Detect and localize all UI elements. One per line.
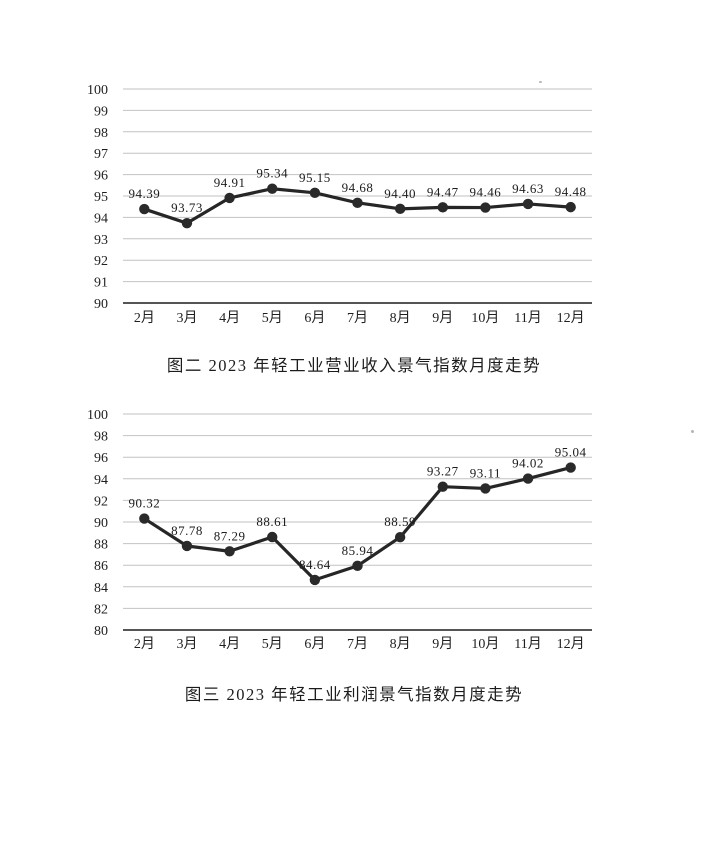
y-axis-tick-label: 92 xyxy=(94,254,108,269)
data-point-label: 94.68 xyxy=(342,180,374,195)
data-point-label: 94.46 xyxy=(470,185,502,200)
x-axis-tick-label: 5月 xyxy=(262,636,283,652)
x-axis-tick-label: 7月 xyxy=(347,636,368,652)
data-point-label: 85.94 xyxy=(342,543,374,558)
data-point-label: 95.04 xyxy=(555,445,587,460)
y-axis-tick-label: 90 xyxy=(94,516,108,531)
x-axis-tick-label: 6月 xyxy=(304,310,325,326)
data-point-label: 88.59 xyxy=(384,514,416,529)
y-axis-tick-label: 98 xyxy=(94,126,108,141)
data-point-marker xyxy=(309,187,321,198)
data-point-marker xyxy=(394,203,406,215)
data-point-marker xyxy=(139,203,150,215)
y-axis-tick-label: 86 xyxy=(94,559,108,574)
data-point-marker xyxy=(394,532,406,543)
x-axis-tick-label: 11月 xyxy=(514,636,541,652)
x-axis-tick-label: 6月 xyxy=(304,636,325,652)
y-axis-tick-label: 92 xyxy=(94,494,108,509)
data-point-label: 90.32 xyxy=(128,496,160,511)
data-point-label: 88.61 xyxy=(256,514,288,529)
data-point-label: 94.48 xyxy=(555,184,587,199)
x-axis-tick-label: 10月 xyxy=(471,636,499,652)
y-axis-tick-label: 99 xyxy=(94,104,108,119)
y-axis-tick-label: 95 xyxy=(94,190,108,205)
data-point-label: 93.27 xyxy=(427,464,459,479)
data-point-marker xyxy=(181,540,193,552)
x-axis-tick-label: 3月 xyxy=(176,636,197,652)
y-axis-tick-label: 80 xyxy=(94,624,108,639)
data-point-marker xyxy=(480,483,491,494)
y-axis-tick-label: 98 xyxy=(94,430,108,445)
figure-caption-profit: 图三 2023 年轻工业利润景气指数月度走势 xyxy=(184,685,524,704)
data-point-label: 93.73 xyxy=(171,200,203,215)
data-point-label: 87.29 xyxy=(214,528,246,543)
data-point-marker xyxy=(267,183,278,194)
data-point-label: 94.40 xyxy=(384,186,416,201)
x-axis-tick-label: 2月 xyxy=(134,636,155,652)
data-point-label: 94.63 xyxy=(512,181,544,196)
y-axis-tick-label: 82 xyxy=(94,602,108,617)
figure-caption-revenue: 图二 2023 年轻工业营业收入景气指数月度走势 xyxy=(166,356,542,375)
x-axis-tick-label: 9月 xyxy=(432,310,453,326)
data-point-label: 94.39 xyxy=(128,186,160,201)
y-axis-tick-label: 90 xyxy=(94,297,108,312)
y-axis-tick-label: 93 xyxy=(94,233,108,248)
data-point-label: 94.47 xyxy=(427,184,459,199)
data-point-marker xyxy=(224,192,235,204)
x-axis-tick-label: 4月 xyxy=(219,636,240,652)
x-axis-tick-label: 12月 xyxy=(557,636,585,652)
data-point-label: 87.78 xyxy=(171,523,203,538)
data-point-marker xyxy=(480,202,491,213)
data-point-marker xyxy=(267,531,278,543)
x-axis-tick-label: 5月 xyxy=(262,310,283,326)
x-axis-tick-label: 12月 xyxy=(557,310,585,326)
data-point-marker xyxy=(565,462,576,473)
revenue-index-chart: 90 91 92 93 94 95 96 97 98 99 100 2月 3月 4月 5月 6月 7月 8月 9月 1… xyxy=(0,75,708,335)
scan-speck xyxy=(539,81,542,83)
data-point-label: 95.15 xyxy=(299,170,331,185)
data-point-marker xyxy=(181,217,193,229)
y-axis-tick-label: 91 xyxy=(94,276,108,291)
y-axis-tick-label: 100 xyxy=(87,83,108,98)
y-axis-tick-label: 84 xyxy=(94,581,108,596)
x-axis-tick-label: 7月 xyxy=(347,310,368,326)
x-axis-tick-label: 3月 xyxy=(176,310,197,326)
y-axis-tick-label: 100 xyxy=(87,408,108,423)
data-point-marker xyxy=(224,546,235,557)
x-axis-tick-label: 8月 xyxy=(390,310,411,326)
data-point-marker xyxy=(437,481,448,492)
data-point-label: 94.91 xyxy=(214,175,246,190)
data-point-label: 95.34 xyxy=(256,166,288,181)
data-point-marker xyxy=(352,197,363,209)
y-axis-tick-label: 96 xyxy=(94,451,108,466)
x-axis-tick-label: 4月 xyxy=(219,310,240,326)
data-point-marker xyxy=(522,473,534,484)
x-axis-tick-label: 9月 xyxy=(432,636,453,652)
data-point-marker xyxy=(565,201,576,213)
profit-index-chart-canvas: 80 82 84 86 88 90 92 94 96 98 100 2月 3月 4月 5月 6月 7月 8月 9月 1… xyxy=(87,408,592,652)
data-point-label: 93.11 xyxy=(470,465,501,480)
data-point-marker xyxy=(139,513,150,524)
data-point-marker xyxy=(522,198,534,210)
data-point-label: 84.64 xyxy=(299,557,331,572)
scan-speck xyxy=(691,430,694,433)
y-axis-tick-label: 94 xyxy=(94,473,108,488)
x-axis-tick-label: 11月 xyxy=(514,310,541,326)
x-axis-tick-label: 2月 xyxy=(134,310,155,326)
data-point-marker xyxy=(352,560,363,572)
data-point-label: 94.02 xyxy=(512,456,544,471)
y-axis-tick-label: 97 xyxy=(94,147,108,162)
data-point-marker xyxy=(309,574,321,586)
y-axis-tick-label: 96 xyxy=(94,169,108,184)
profit-index-chart: 80 82 84 86 88 90 92 94 96 98 100 2月 3月 4月 5月 6月 7月 8月 9月 1… xyxy=(0,400,708,660)
x-axis-tick-label: 8月 xyxy=(390,636,411,652)
x-axis-tick-label: 10月 xyxy=(471,310,499,326)
revenue-index-chart-canvas: 90 91 92 93 94 95 96 97 98 99 100 2月 3月 4月 5月 6月 7月 8月 9月 1… xyxy=(87,83,592,326)
data-point-marker xyxy=(437,202,448,213)
y-axis-tick-label: 94 xyxy=(94,211,108,226)
y-axis-tick-label: 88 xyxy=(94,538,108,553)
